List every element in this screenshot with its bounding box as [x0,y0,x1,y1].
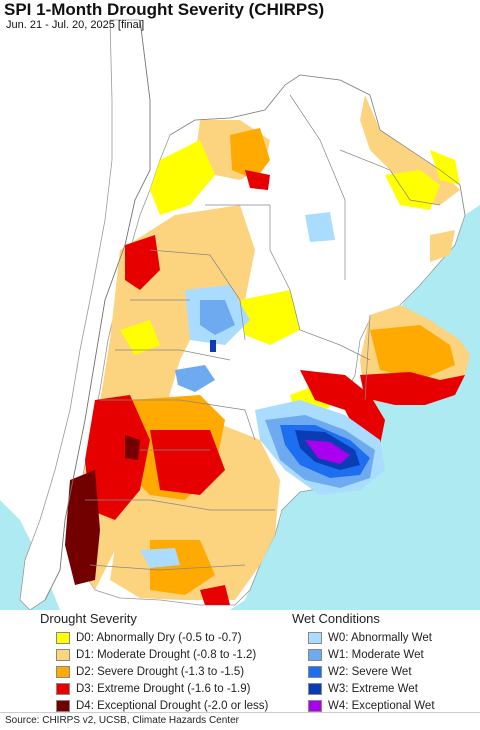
borders [85,74,466,571]
wet-areas [140,212,385,568]
legend-label-w1: W1: Moderate Wet [328,648,424,661]
legend-swatch-w3 [308,682,322,695]
legend-swatch-d1 [56,648,70,661]
drought-map: SPI 1-Month Drought Severity (CHIRPS) Ju… [0,0,480,610]
legend-item-w2: W2: Severe Wet [292,663,477,680]
chile-border [44,19,151,601]
legend-swatch-w4 [308,699,322,712]
map-subtitle: Jun. 21 - Jul. 20, 2025 [final] [6,19,145,31]
source-credit: Source: CHIRPS v2, UCSB, Climate Hazards… [5,715,239,726]
legend-label-d1: D1: Moderate Drought (-0.8 to -1.2) [76,648,257,661]
footer: Source: CHIRPS v2, UCSB, Climate Hazards… [0,712,480,730]
legend-item-w0: W0: Abnormally Wet [292,629,477,646]
d4-areas [65,435,140,585]
map-title: SPI 1-Month Drought Severity (CHIRPS) [4,0,325,19]
legend-label-d3: D3: Extreme Drought (-1.6 to -1.9) [76,682,251,695]
legend-label-w3: W3: Extreme Wet [328,682,418,695]
drought-legend: Drought Severity D0: Abnormally Dry (-0.… [40,610,290,714]
legend-label-w2: W2: Severe Wet [328,665,412,678]
legend-item-w3: W3: Extreme Wet [292,680,477,697]
map-title-block: SPI 1-Month Drought Severity (CHIRPS) Ju… [4,0,324,31]
legend-swatch-d2 [56,665,70,678]
legend-swatch-d3 [56,682,70,695]
legend-swatch-w2 [308,665,322,678]
d3-areas [85,170,465,605]
wet-legend-heading: Wet Conditions [292,611,380,626]
legend-item-d1: D1: Moderate Drought (-0.8 to -1.2) [40,646,290,663]
legend-swatch-w1 [308,648,322,661]
legend-label-d0: D0: Abnormally Dry (-0.5 to -0.7) [76,631,242,644]
legend-item-d3: D3: Extreme Drought (-1.6 to -1.9) [40,680,290,697]
legend-label-w4: W4: Exceptional Wet [328,699,435,712]
legend-item-d0: D0: Abnormally Dry (-0.5 to -0.7) [40,629,290,646]
legend-swatch-d0 [56,631,70,644]
legend-swatch-d4 [56,699,70,712]
legend-item-w4: W4: Exceptional Wet [292,697,477,714]
legend-item-d4: D4: Exceptional Drought (-2.0 or less) [40,697,290,714]
wet-legend: Wet Conditions W0: Abnormally Wet W1: Mo… [292,610,477,714]
legend-item-d2: D2: Severe Drought (-1.3 to -1.5) [40,663,290,680]
legend-swatch-w0 [308,631,322,644]
map-canvas [0,0,480,610]
legend-label-w0: W0: Abnormally Wet [328,631,432,644]
legend-item-w1: W1: Moderate Wet [292,646,477,663]
legend: Drought Severity D0: Abnormally Dry (-0.… [0,610,480,712]
drought-legend-heading: Drought Severity [40,611,137,626]
legend-label-d2: D2: Severe Drought (-1.3 to -1.5) [76,665,245,678]
legend-label-d4: D4: Exceptional Drought (-2.0 or less) [76,699,269,712]
